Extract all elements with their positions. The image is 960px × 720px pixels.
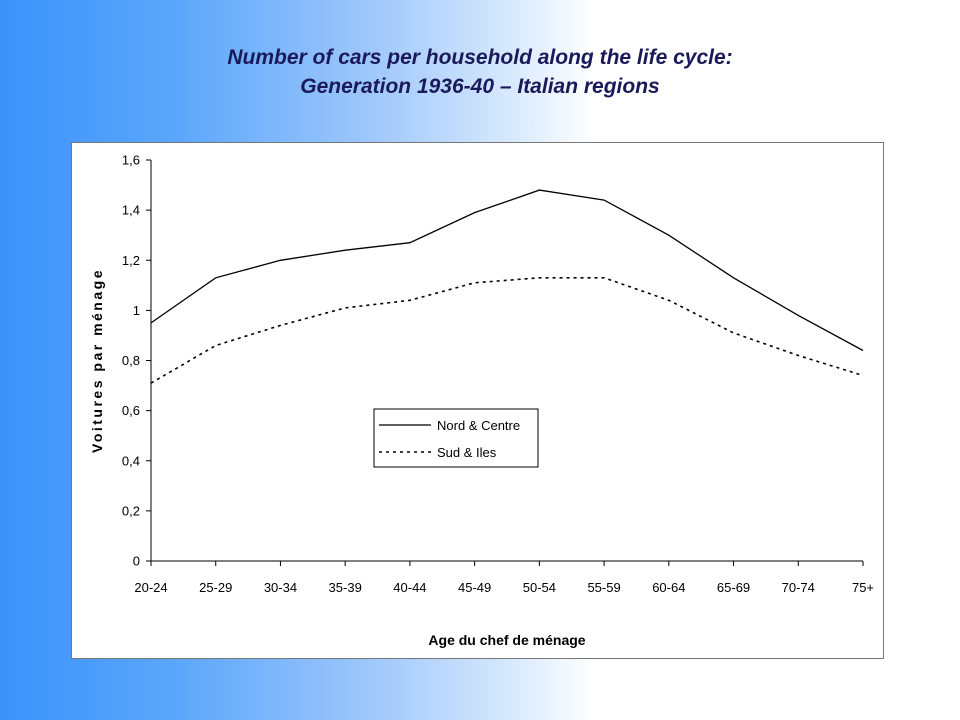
slide-title: Number of cars per household along the l… — [0, 43, 960, 101]
y-axis-title: Voitures par ménage — [89, 268, 105, 453]
y-tick-label: 1 — [133, 303, 140, 318]
y-tick-label: 0,4 — [122, 453, 140, 468]
x-tick-label: 35-39 — [329, 580, 362, 595]
y-tick-label: 0,6 — [122, 403, 140, 418]
y-tick-label: 0,8 — [122, 353, 140, 368]
series-line-nord-centre — [150, 189, 864, 352]
chart-container: 0 0,2 0,4 0,6 0,8 1 1,2 1,4 1,6 20-24 25-29 30-34 35… — [71, 142, 884, 659]
title-line-2: Generation 1936-40 – Italian regions — [300, 75, 660, 98]
x-axis-title: Age du chef de ménage — [428, 632, 585, 648]
x-tick-label: 45-49 — [458, 580, 491, 595]
y-tick-label: 1,6 — [122, 153, 140, 168]
series-line-sud-iles — [150, 277, 864, 384]
y-tick-label: 1,4 — [122, 203, 140, 218]
x-tick-label: 75+ — [852, 580, 874, 595]
title-line-1: Number of cars per household along the l… — [227, 46, 733, 69]
y-tick-label: 0,2 — [122, 503, 140, 518]
x-tick-label: 20-24 — [134, 580, 167, 595]
y-tick-label: 0 — [133, 554, 140, 569]
legend-box — [373, 408, 539, 468]
x-tick-label: 30-34 — [264, 580, 297, 595]
x-tick-label: 55-59 — [587, 580, 620, 595]
x-tick-label: 25-29 — [199, 580, 232, 595]
line-chart: 0 0,2 0,4 0,6 0,8 1 1,2 1,4 1,6 20-24 25-29 30-34 35… — [89, 153, 874, 649]
x-tick-label: 60-64 — [652, 580, 685, 595]
legend-label: Sud & Iles — [437, 445, 497, 460]
y-tick-label: 1,2 — [122, 253, 140, 268]
x-tick-label: 70-74 — [782, 580, 815, 595]
x-tick-label: 40-44 — [393, 580, 426, 595]
x-tick-label: 50-54 — [523, 580, 556, 595]
x-tick-label: 65-69 — [717, 580, 750, 595]
legend-label: Nord & Centre — [437, 418, 520, 433]
